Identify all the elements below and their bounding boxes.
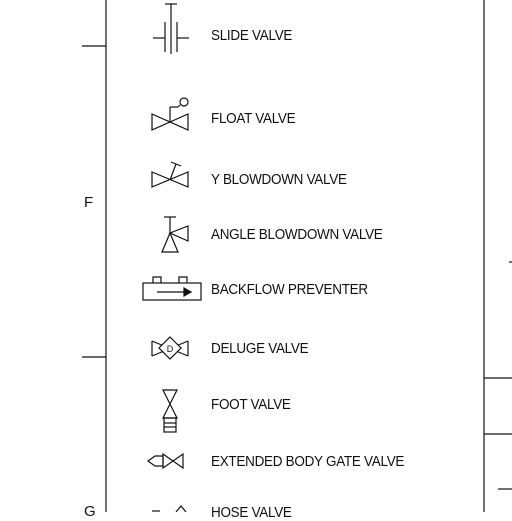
deluge-valve-icon: D — [151, 336, 189, 360]
angle-blowdown-valve-icon — [161, 216, 189, 253]
foot-valve-icon — [162, 389, 178, 433]
extended-body-gate-valve-icon — [146, 452, 184, 470]
legend-label-deluge-valve: DELUGE VALVE — [211, 341, 309, 357]
slide-valve-icon — [153, 3, 189, 54]
y-blowdown-valve-icon — [151, 161, 189, 188]
legend-label-backflow-preventer: BACKFLOW PREVENTER — [211, 282, 368, 298]
legend-label-slide-valve: SLIDE VALVE — [211, 28, 293, 44]
legend-label-angle-blowdown-valve: ANGLE BLOWDOWN VALVE — [211, 227, 383, 243]
backflow-preventer-icon — [142, 276, 202, 301]
legend-label-foot-valve: FOOT VALVE — [211, 397, 291, 413]
legend-label-y-blowdown-valve: Y BLOWDOWN VALVE — [211, 172, 347, 188]
zone-label-f: F — [84, 194, 94, 211]
float-valve-icon — [151, 97, 189, 131]
legend-label-float-valve: FLOAT VALVE — [211, 111, 296, 127]
legend-label-hose-valve: HOSE VALVE — [211, 505, 292, 521]
legend-label-extended-body-gate-valve: EXTENDED BODY GATE VALVE — [211, 454, 405, 470]
hose-valve-icon — [152, 505, 187, 512]
deluge-valve-icon-letter: D — [167, 344, 174, 354]
